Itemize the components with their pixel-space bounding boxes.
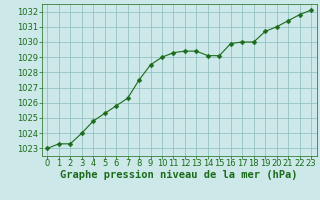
- X-axis label: Graphe pression niveau de la mer (hPa): Graphe pression niveau de la mer (hPa): [60, 170, 298, 180]
